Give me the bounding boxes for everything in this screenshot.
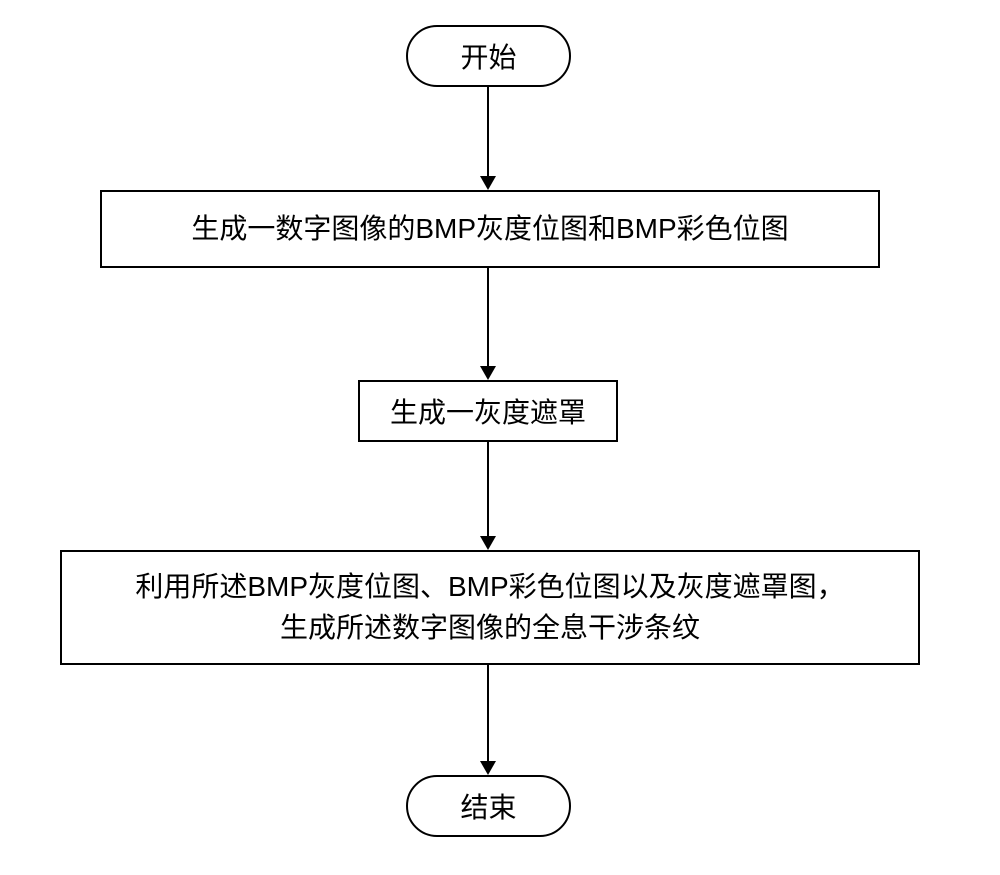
- step2-label: 生成一灰度遮罩: [390, 391, 586, 431]
- edge-3-line: [487, 665, 489, 761]
- edge-2-line: [487, 442, 489, 536]
- flowchart-canvas: 开始 生成一数字图像的BMP灰度位图和BMP彩色位图 生成一灰度遮罩 利用所述B…: [0, 0, 1000, 875]
- step1-label: 生成一数字图像的BMP灰度位图和BMP彩色位图: [191, 210, 788, 248]
- step2-node: 生成一灰度遮罩: [358, 380, 618, 442]
- start-label: 开始: [460, 36, 516, 76]
- step3-label: 利用所述BMP灰度位图、BMP彩色位图以及灰度遮罩图，生成所述数字图像的全息干涉…: [135, 567, 844, 648]
- edge-2-head: [480, 536, 496, 550]
- end-label: 结束: [460, 786, 516, 826]
- edge-1-line: [487, 268, 489, 366]
- edge-0-head: [480, 176, 496, 190]
- end-node: 结束: [406, 775, 571, 837]
- step1-node: 生成一数字图像的BMP灰度位图和BMP彩色位图: [100, 190, 880, 268]
- step3-node: 利用所述BMP灰度位图、BMP彩色位图以及灰度遮罩图，生成所述数字图像的全息干涉…: [60, 550, 920, 665]
- edge-0-line: [487, 87, 489, 176]
- edge-1-head: [480, 366, 496, 380]
- edge-3-head: [480, 761, 496, 775]
- start-node: 开始: [406, 25, 571, 87]
